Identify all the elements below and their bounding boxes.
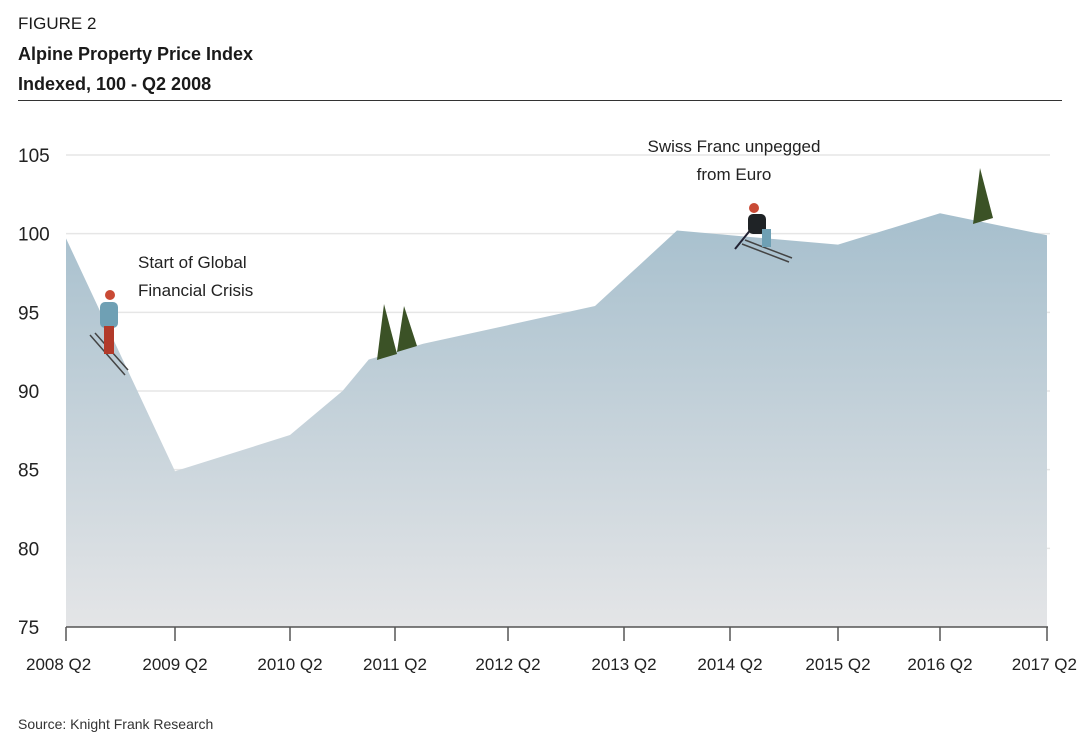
- annotation-franc-line2: from Euro: [697, 165, 772, 184]
- annotation-crisis-line2: Financial Crisis: [138, 281, 253, 300]
- y-tick-label: 90: [18, 382, 39, 403]
- x-tick-label: 2011 Q2: [363, 655, 427, 674]
- annotation-franc-line1: Swiss Franc unpegged: [648, 137, 821, 156]
- x-tick-label: 2009 Q2: [142, 655, 207, 674]
- tree-icon: [397, 306, 417, 352]
- chart-subtitle: Indexed, 100 - Q2 2008: [18, 74, 212, 94]
- y-tick-label: 80: [18, 539, 39, 560]
- chart-title: Alpine Property Price Index: [18, 44, 254, 64]
- figure-label: FIGURE 2: [18, 14, 97, 33]
- tree-icon: [973, 168, 993, 224]
- tree-icon: [377, 304, 397, 360]
- y-tick-label: 100: [18, 225, 50, 246]
- x-tick-label: 2017 Q2: [1012, 655, 1077, 674]
- x-tick-label: 2016 Q2: [907, 655, 972, 674]
- y-tick-label: 95: [18, 303, 39, 324]
- header-divider: [18, 100, 1062, 101]
- y-tick-label: 75: [18, 618, 39, 639]
- y-tick-label: 105: [18, 146, 50, 167]
- x-tick-label: 2008 Q2: [26, 655, 91, 674]
- annotation-crisis-line1: Start of Global: [138, 253, 247, 272]
- skier-icon: [89, 290, 129, 376]
- series-area: [66, 213, 1047, 628]
- source-note: Source: Knight Frank Research: [18, 716, 214, 732]
- x-tick-label: 2014 Q2: [697, 655, 762, 674]
- x-tick-label: 2012 Q2: [475, 655, 540, 674]
- x-tick-label: 2013 Q2: [591, 655, 656, 674]
- x-tick-label: 2010 Q2: [257, 655, 322, 674]
- x-tick-label: 2015 Q2: [805, 655, 870, 674]
- skier-icon: [734, 203, 793, 263]
- y-tick-label: 85: [18, 461, 39, 482]
